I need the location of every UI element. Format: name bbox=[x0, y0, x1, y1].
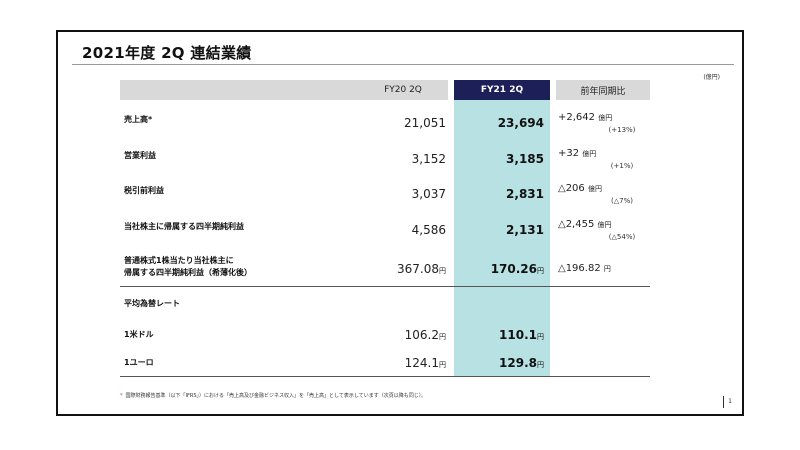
header-gap bbox=[550, 80, 556, 100]
row-label-eps-line2: 帰属する四半期純利益（希薄化後） bbox=[124, 268, 252, 277]
row-label-pretax-income: 税引前利益 bbox=[124, 186, 164, 195]
revenue-change-pct: (+13%) bbox=[608, 126, 636, 134]
page-title: 2021年度 2Q 連結業績 bbox=[82, 44, 252, 62]
eur-rate-fy20: 124.1円 bbox=[404, 356, 446, 370]
pretax-income-change-pct: (△7%) bbox=[611, 197, 633, 205]
unit-label: (億円) bbox=[703, 74, 720, 81]
row-label-revenue: 売上高* bbox=[124, 115, 153, 124]
slide: 2021年度 2Q 連結業績 (億円) FY20 2Q FY21 2Q 前年同期… bbox=[56, 30, 744, 416]
revenue-change: +2,642 億円 bbox=[558, 112, 613, 123]
row-label-eps: 普通株式1株当たり当社株主に 帰属する四半期純利益（希薄化後） bbox=[124, 255, 252, 279]
net-income-change: △2,455 億円 bbox=[558, 219, 612, 230]
operating-income-change: +32 億円 bbox=[558, 148, 597, 159]
fx-label-eur: 1ユーロ bbox=[124, 358, 154, 367]
pretax-income-fy21: 2,831 bbox=[506, 187, 544, 201]
eps-fy21: 170.26円 bbox=[490, 262, 544, 276]
fx-label-usd: 1米ドル bbox=[124, 330, 154, 339]
fx-section-label: 平均為替レート bbox=[124, 299, 180, 308]
header-yoy: 前年同期比 bbox=[580, 86, 626, 97]
eur-rate-fy21: 129.8円 bbox=[499, 356, 544, 370]
footnote-mark: * bbox=[120, 393, 123, 399]
row-label-eps-line1: 普通株式1株当たり当社株主に bbox=[124, 256, 234, 265]
net-income-change-pct: (△54%) bbox=[608, 233, 636, 241]
footnote-text: 国際財務報告基準（以下「IFRS」）における「売上高及び金融ビジネス収入」を「売… bbox=[125, 393, 427, 399]
eps-change: △196.82 円 bbox=[558, 263, 611, 274]
eps-fy20: 367.08円 bbox=[397, 262, 446, 276]
operating-income-fy21: 3,185 bbox=[506, 152, 544, 166]
fy21-highlight-column bbox=[454, 80, 550, 376]
page-number: 1 bbox=[723, 396, 732, 408]
row-label-operating-income: 営業利益 bbox=[124, 151, 156, 160]
usd-rate-fy21: 110.1円 bbox=[499, 328, 544, 342]
net-income-fy21: 2,131 bbox=[506, 223, 544, 237]
header-fy20: FY20 2Q bbox=[384, 85, 422, 95]
net-income-fy20: 4,586 bbox=[411, 223, 446, 237]
revenue-fy21: 23,694 bbox=[497, 116, 544, 130]
pretax-income-change: △206 億円 bbox=[558, 183, 602, 194]
operating-income-change-pct: (+1%) bbox=[610, 162, 634, 170]
table-bottom-rule bbox=[120, 376, 650, 377]
title-divider bbox=[72, 64, 734, 65]
row-label-net-income: 当社株主に帰属する四半期純利益 bbox=[124, 222, 244, 231]
usd-rate-fy20: 106.2円 bbox=[404, 328, 446, 342]
header-fy21: FY21 2Q bbox=[454, 80, 550, 100]
header-gap bbox=[448, 80, 454, 100]
pretax-income-fy20: 3,037 bbox=[411, 187, 446, 201]
section-divider bbox=[120, 286, 650, 287]
operating-income-fy20: 3,152 bbox=[411, 152, 446, 166]
footnote: * 国際財務報告基準（以下「IFRS」）における「売上高及び金融ビジネス収入」を「… bbox=[120, 392, 426, 399]
revenue-fy20: 21,051 bbox=[404, 116, 446, 130]
